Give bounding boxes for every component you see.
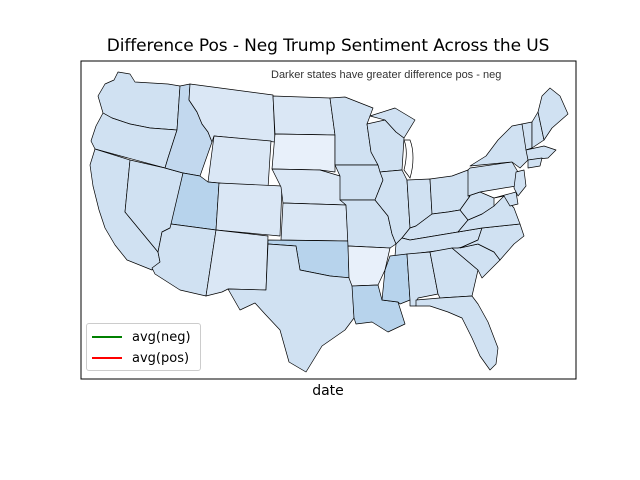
state-connecticut bbox=[527, 157, 543, 169]
state-louisiana bbox=[351, 284, 406, 333]
state-new-jersey bbox=[513, 169, 527, 197]
map-annotation: Darker states have greater difference po… bbox=[271, 69, 502, 81]
state-wyoming bbox=[207, 135, 272, 189]
states-layer bbox=[89, 71, 569, 373]
legend-entry-pos: avg(pos) bbox=[92, 349, 189, 367]
state-massachusetts bbox=[525, 145, 557, 161]
legend-entry-neg: avg(neg) bbox=[92, 328, 191, 346]
legend-line-neg bbox=[92, 336, 122, 338]
state-north-dakota bbox=[272, 95, 336, 136]
map-title: Difference Pos - Neg Trump Sentiment Acr… bbox=[106, 36, 550, 56]
legend: avg(neg) avg(pos) bbox=[86, 323, 201, 371]
state-kansas bbox=[280, 202, 349, 242]
state-new-mexico bbox=[205, 229, 269, 297]
lake-michigan bbox=[403, 139, 414, 179]
state-nebraska bbox=[271, 168, 347, 206]
state-iowa bbox=[334, 164, 384, 201]
state-michigan bbox=[369, 107, 416, 139]
state-texas bbox=[227, 243, 355, 373]
legend-label-neg: avg(neg) bbox=[132, 329, 191, 345]
state-florida bbox=[415, 295, 499, 371]
state-colorado bbox=[215, 182, 283, 237]
x-axis-label: date bbox=[312, 383, 344, 399]
state-maryland bbox=[493, 191, 519, 207]
legend-line-pos bbox=[92, 357, 122, 359]
legend-label-pos: avg(pos) bbox=[132, 350, 190, 366]
state-south-dakota bbox=[271, 133, 336, 173]
state-maine bbox=[537, 87, 569, 141]
state-west-virginia bbox=[459, 191, 495, 221]
state-pennsylvania bbox=[467, 161, 519, 197]
state-north-carolina bbox=[459, 223, 525, 261]
